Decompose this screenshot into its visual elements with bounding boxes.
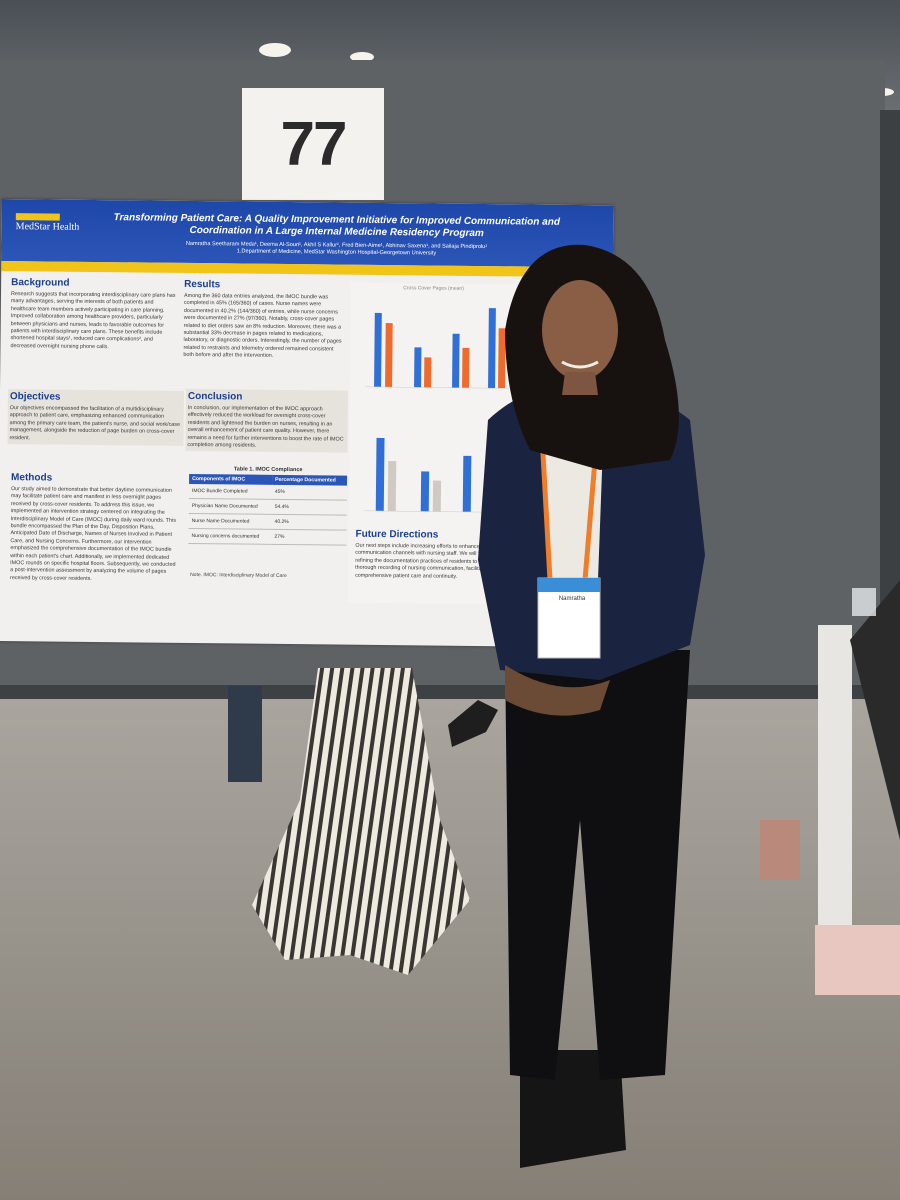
trousers: [505, 650, 690, 1080]
shoes: [520, 1050, 626, 1168]
floor: [0, 690, 900, 1200]
cup: [852, 588, 876, 616]
badge-name: Namratha: [558, 596, 586, 602]
booth-number: 77: [242, 88, 384, 200]
smile: [561, 360, 599, 369]
board-frame: [880, 110, 900, 710]
face: [542, 280, 618, 380]
badge-band: [538, 578, 600, 592]
pink-bag: [815, 925, 900, 995]
pole: [818, 625, 852, 925]
handbag: [760, 820, 800, 880]
presenter: [478, 244, 705, 1168]
neck: [562, 372, 598, 395]
hands: [505, 665, 610, 716]
poster: MedStar Health Transforming Patient Care…: [0, 199, 614, 648]
tripod: [850, 580, 900, 840]
background-person: [228, 668, 498, 975]
poster-charts: [363, 308, 511, 513]
poster-chart-bars: [374, 308, 506, 512]
